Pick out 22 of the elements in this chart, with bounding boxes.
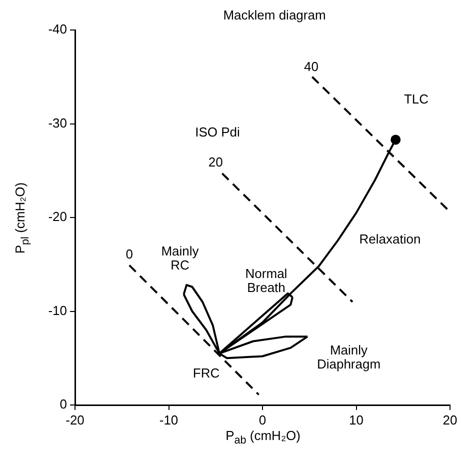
- annotation: ISO Pdi: [195, 124, 240, 140]
- chart-title: Macklem diagram: [223, 8, 326, 23]
- annotation: TLC: [404, 92, 429, 107]
- y-tick-label: -40: [48, 22, 67, 37]
- x-tick-label: 20: [442, 412, 458, 428]
- x-tick-label: -20: [66, 412, 84, 428]
- annotation: Mainly Diaphragm: [316, 342, 381, 372]
- annotation: 20: [208, 154, 223, 170]
- y-tick-label: -30: [48, 115, 67, 130]
- y-tick-label: -20: [48, 209, 67, 224]
- x-tick-label: -10: [159, 412, 178, 428]
- x-tick-label: 0: [258, 412, 266, 428]
- annotation: 40: [304, 59, 318, 74]
- x-tick-label: 10: [349, 412, 364, 428]
- x-axis-title: P$_{ab}$ (cmH₂O): [226, 428, 300, 447]
- annotation: Relaxation: [359, 232, 421, 247]
- annotation: Mainly RC: [161, 243, 200, 272]
- y-tick-label: -10: [48, 302, 67, 318]
- annotation: 0: [126, 246, 133, 262]
- y-tick-label: 0: [60, 396, 67, 412]
- annotation: Normal Breath: [245, 266, 288, 295]
- annotation: FRC: [192, 365, 220, 380]
